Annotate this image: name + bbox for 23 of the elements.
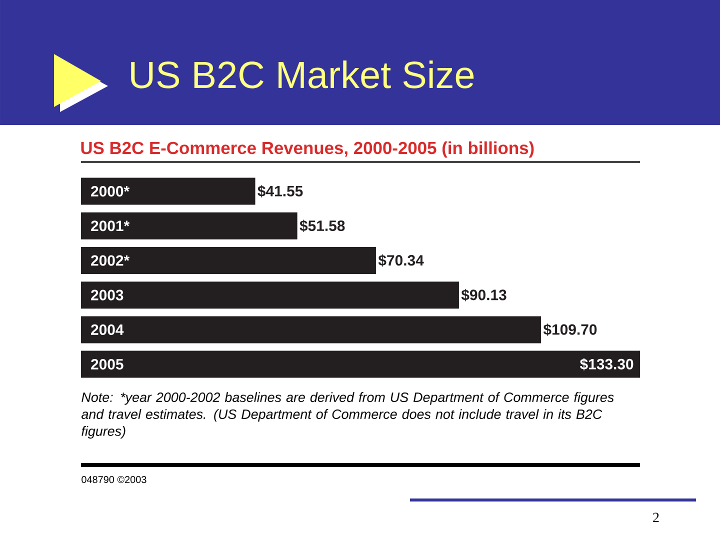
text: Note: *year 2000-2002 baselines are derived from US Department of Commerce figures and travel estimates. (US Department of Commerce does not include travel in its B2C figures) — [82, 392, 614, 439]
text: 2 — [653, 512, 659, 522]
y-tick-label: 2000* — [91, 186, 130, 197]
y-tick-label: 2005 — [91, 358, 124, 370]
bar — [81, 350, 640, 378]
y-tick-label: 2001* — [91, 220, 130, 232]
y-tick-label: 2002* — [91, 255, 130, 266]
bar — [81, 212, 298, 240]
y-tick-label: 2004 — [91, 324, 124, 335]
chart-subtitle: US B2C E-Commerce Revenues, 2000-2005 (in billions) — [81, 141, 534, 158]
y-tick-label: 2003 — [91, 290, 124, 300]
bar — [81, 282, 459, 309]
chart-title: US B2C Market Size — [131, 60, 474, 88]
data-label: $133.30 — [580, 358, 634, 370]
bar — [81, 246, 376, 274]
bar — [81, 178, 256, 205]
data-label: $51.58 — [300, 220, 345, 232]
text: 048790 ©2003 — [82, 476, 146, 484]
data-label: $90.13 — [461, 288, 506, 302]
data-label: $41.55 — [258, 185, 303, 198]
bar — [81, 316, 542, 344]
data-label: $70.34 — [378, 254, 424, 267]
data-label: $109.70 — [543, 324, 597, 336]
